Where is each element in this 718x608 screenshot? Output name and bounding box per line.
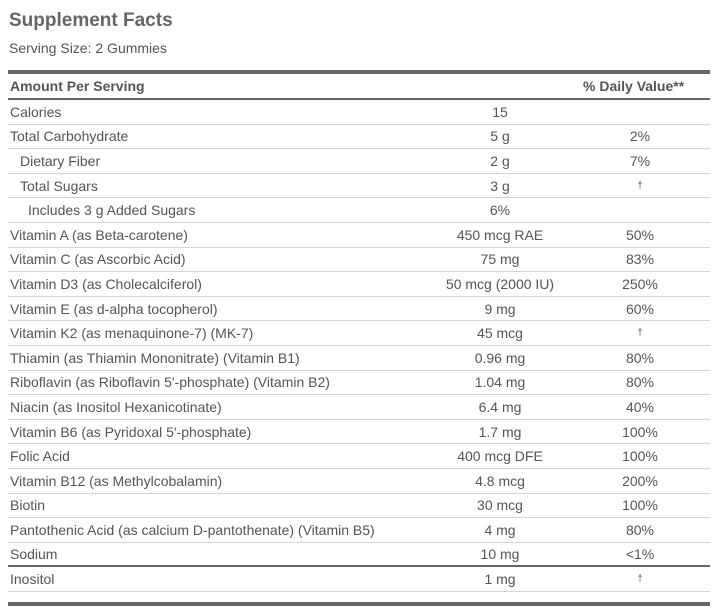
daily-value: 100% [622,448,658,465]
amount: 6% [489,202,511,219]
table-row: Biotin 30 mcg 100% [8,494,710,519]
daily-value: 7% [629,152,651,169]
thick-rule [8,70,710,74]
amount: 30 mcg [477,497,523,514]
nutrient-name: Sodium [10,546,58,563]
nutrient-name: Total Sugars [20,177,98,194]
daily-value: 80% [625,521,655,538]
table-row: Riboflavin (as Riboflavin 5'-phosphate) … [8,371,710,396]
daily-value: 50% [625,226,655,243]
amount: 6.4 mg [478,398,522,415]
title: Supplement Facts [9,10,173,31]
table-row: Total Carbohydrate 5 g 2% [8,125,710,150]
table-row: Vitamin E (as d-alpha tocopherol) 9 mg 60% [8,297,710,322]
header-rule [8,98,710,100]
amount: 1.7 mg [478,423,522,440]
daily-value: † [637,573,643,585]
daily-value: 250% [622,275,658,292]
amount: 2 g [490,152,510,169]
table-row: Vitamin K2 (as menaquinone-7) (MK-7) 45 m… [8,321,710,346]
table-row: Includes 3 g Added Sugars 6% [8,198,710,223]
nutrient-name: Pantothenic Acid (as calcium D-pantothen… [10,521,375,538]
nutrient-name: Biotin [10,497,46,514]
daily-value: † [637,180,643,192]
table-row: Dietary Fiber 2 g 7% [8,149,710,174]
daily-value: 83% [625,251,655,268]
daily-value: 2% [629,128,651,145]
daily-value: 80% [625,374,655,391]
nutrient-name: Folic Acid [10,448,70,465]
amount: 45 mcg [477,325,523,342]
daily-value: 100% [622,497,658,514]
amount: 5 g [490,128,510,145]
amount: 0.96 mg [474,349,526,366]
nutrient-name: Vitamin E (as d-alpha tocopherol) [10,300,218,317]
amount: 4.8 mcg [475,472,525,489]
amount: 400 mcg DFE [457,448,543,465]
table-row: Total Sugars 3 g † [8,174,710,199]
table-row: Vitamin B12 (as Methylcobalamin) 4.8 mcg 2… [8,469,710,494]
table-row: Vitamin D3 (as Cholecalciferol) 50 mcg (2… [8,272,710,297]
table-row: Calories 15 [8,100,710,125]
column-header: Amount Per Serving [10,78,145,94]
amount: 75 mg [480,251,520,268]
amount: 50 mcg (2000 IU) [445,275,555,292]
serving-size: Serving Size: 2 Gummies [9,40,167,56]
amount: 450 mcg RAE [456,226,544,243]
table-row: Vitamin A (as Beta-carotene) 450 mcg RAE 5… [8,223,710,248]
nutrient-name: Includes 3 g Added Sugars [28,202,196,219]
amount: 9 mg [484,300,516,317]
table-row: Pantothenic Acid (as calcium D-pantothen… [8,518,710,543]
amount: 4 mg [484,521,516,538]
amount: 15 [492,103,508,120]
thick-rule [8,602,710,606]
nutrient-name: Riboflavin (as Riboflavin 5'-phosphate) … [10,374,330,391]
amount: 1 mg [484,571,516,588]
table-row: Niacin (as Inositol Hexanicotinate) 6.4 m… [8,395,710,420]
table-row: Sodium 10 mg <1% [8,543,710,568]
amount: 10 mg [480,546,520,563]
daily-value: 200% [622,472,658,489]
nutrient-name: Thiamin (as Thiamin Mononitrate) (Vitami… [10,349,300,366]
nutrient-name: Vitamin B12 (as Methylcobalamin) [10,472,223,489]
nutrient-name: Vitamin D3 (as Cholecalciferol) [10,275,202,292]
daily-value: 60% [625,300,655,317]
table-row: Vitamin C (as Ascorbic Acid) 75 mg 83% [8,248,710,273]
table-row: Thiamin (as Thiamin Mononitrate) (Vitami… [8,346,710,371]
table-row: Vitamin B6 (as Pyridoxal 5'-phosphate) 1.… [8,420,710,445]
nutrient-name: Vitamin K2 (as menaquinone-7) (MK-7) [10,325,254,342]
daily-value: 40% [625,398,655,415]
table-header: Amount Per Serving % Daily Value** [8,76,710,96]
nutrient-name: Inositol [10,571,55,588]
table-row: Folic Acid 400 mcg DFE 100% [8,444,710,469]
column-header: % Daily Value** [583,78,685,94]
nutrient-name: Calories [10,103,62,120]
daily-value: 80% [625,349,655,366]
daily-value: † [637,327,643,339]
nutrient-name: Dietary Fiber [20,152,101,169]
amount: 3 g [490,177,510,194]
daily-value: 100% [622,423,658,440]
nutrient-name: Vitamin C (as Ascorbic Acid) [10,251,186,268]
nutrient-name: Niacin (as Inositol Hexanicotinate) [10,398,222,415]
daily-value: <1% [625,546,655,563]
nutrient-name: Total Carbohydrate [10,128,129,145]
amount: 1.04 mg [474,374,526,391]
table-row: Inositol 1 mg † [8,567,710,592]
nutrient-name: Vitamin A (as Beta-carotene) [10,226,188,243]
nutrient-name: Vitamin B6 (as Pyridoxal 5'-phosphate) [10,423,252,440]
